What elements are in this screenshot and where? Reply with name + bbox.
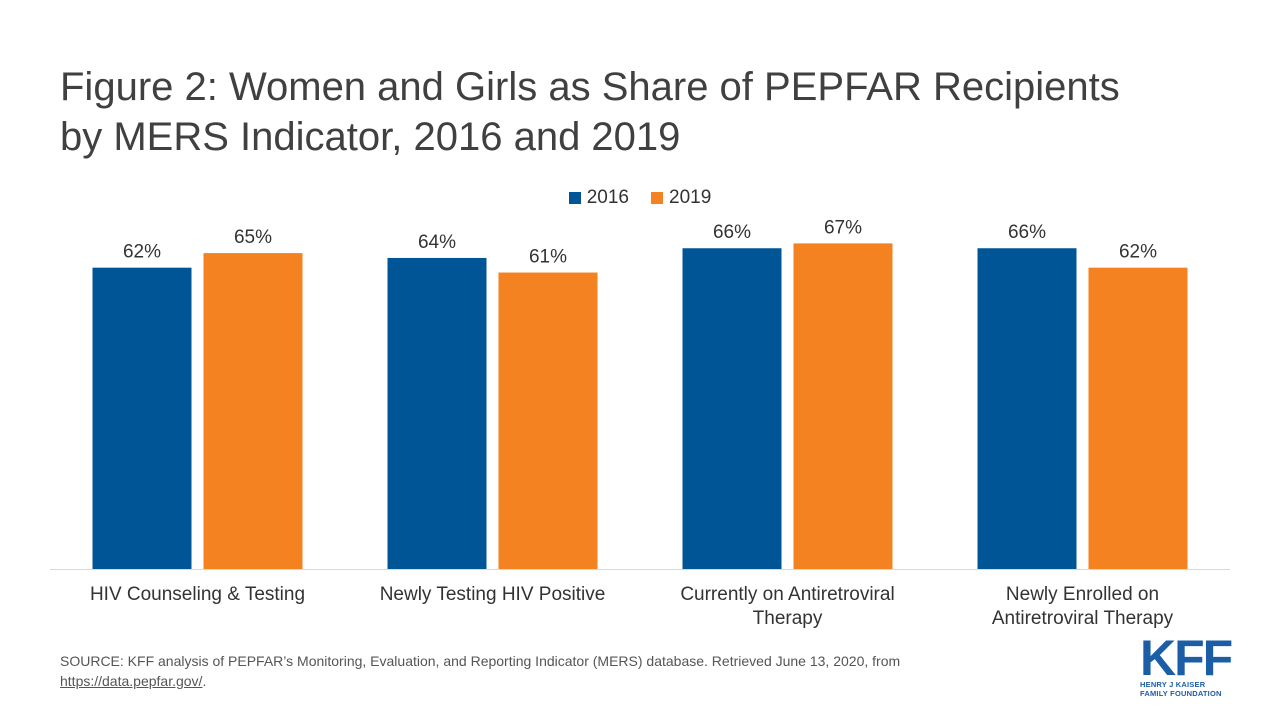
bar-2016-cat-2 bbox=[387, 257, 487, 569]
category-label-4-line-1: Newly Enrolled on bbox=[1006, 584, 1159, 605]
bar-2016-cat-4 bbox=[977, 248, 1077, 570]
data-label-2019-cat-1: 65% bbox=[234, 227, 272, 248]
data-label-2016-cat-3: 66% bbox=[713, 222, 751, 243]
legend-item-2019: 2019 bbox=[651, 187, 711, 209]
data-label-2016-cat-4: 66% bbox=[1008, 222, 1046, 243]
chart-legend: 2016 2019 bbox=[0, 187, 1280, 209]
data-label-2019-cat-4: 62% bbox=[1119, 242, 1157, 263]
bar-2019-cat-2 bbox=[498, 272, 598, 569]
bar-2019-cat-3 bbox=[793, 243, 893, 569]
bar-2019-cat-1 bbox=[203, 253, 303, 569]
legend-swatch-2019 bbox=[651, 192, 663, 204]
data-label-2019-cat-2: 61% bbox=[529, 247, 567, 268]
category-label-1-line-1: HIV Counseling & Testing bbox=[90, 584, 305, 605]
data-label-2016-cat-1: 62% bbox=[123, 242, 161, 263]
data-label-2016-cat-2: 64% bbox=[418, 232, 456, 253]
bar-2016-cat-1 bbox=[92, 267, 192, 569]
source-link[interactable]: https://data.pepfar.gov/ bbox=[60, 673, 203, 689]
legend-label-2016: 2016 bbox=[586, 187, 629, 208]
bar-chart: 62% 65% HIV Counseling & Testing 64% 61% Newl… bbox=[50, 217, 1230, 629]
data-label-2019-cat-3: 67% bbox=[824, 217, 862, 238]
category-label-3-line-1: Currently on Antiretroviral bbox=[680, 584, 894, 605]
category-label-3-line-2: Therapy bbox=[753, 608, 823, 629]
kff-logo: KFF HENRY J KAISER FAMILY FOUNDATION bbox=[1140, 630, 1240, 698]
logo-subtitle: HENRY J KAISER FAMILY FOUNDATION bbox=[1140, 680, 1222, 698]
category-label-2-line-1: Newly Testing HIV Positive bbox=[380, 584, 606, 605]
chart-title-line-1: Figure 2: Women and Girls as Share of PE… bbox=[60, 65, 1120, 109]
source-note: SOURCE: KFF analysis of PEPFAR’s Monitor… bbox=[60, 651, 1040, 691]
legend-label-2019: 2019 bbox=[669, 187, 712, 208]
source-suffix: . bbox=[202, 673, 207, 689]
category-label-4-line-2: Antiretroviral Therapy bbox=[992, 608, 1174, 629]
bar-2019-cat-4 bbox=[1088, 267, 1188, 569]
chart-title-line-2: by MERS Indicator, 2016 and 2019 bbox=[60, 115, 681, 159]
bar-2016-cat-3 bbox=[682, 248, 782, 570]
legend-item-2016: 2016 bbox=[568, 187, 629, 209]
legend-swatch-2016 bbox=[568, 192, 581, 204]
chart-title: Figure 2: Women and Girls as Share of PE… bbox=[60, 62, 1240, 162]
logo-mark: KFF bbox=[1140, 630, 1233, 686]
source-text: SOURCE: KFF analysis of PEPFAR’s Monitor… bbox=[60, 653, 901, 669]
